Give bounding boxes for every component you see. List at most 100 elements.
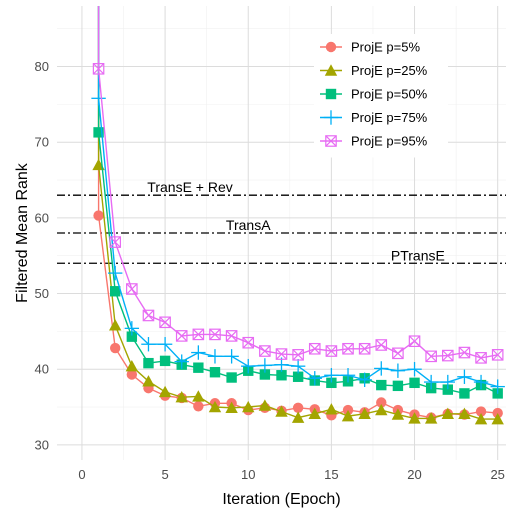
data-point [374,361,389,376]
data-point [325,403,338,415]
data-point [92,63,105,75]
data-point [290,358,306,374]
data-point [474,412,488,425]
data-point [491,349,504,361]
data-point [358,342,371,355]
data-point [375,339,388,351]
data-point [292,349,304,361]
data-point [458,407,471,420]
data-point [108,265,123,281]
data-point [275,405,288,417]
data-point [159,316,171,329]
legend-label: ProjE p=5% [351,40,420,55]
data-point [259,369,271,380]
data-point [191,345,206,360]
data-point [392,380,404,392]
data-point [142,309,155,322]
data-point [491,412,504,425]
data-point [193,401,204,412]
data-point [126,369,138,380]
legend-item: ProjE p=50% [320,87,428,102]
data-point [207,349,223,364]
data-point [241,358,256,374]
y-axis-title: Filtered Mean Rank [14,162,31,303]
data-point [425,350,437,363]
y-tick-label: 40 [35,362,49,377]
legend-key-marker [324,64,338,76]
data-point [441,349,454,362]
data-point [258,399,272,411]
data-point [276,370,287,381]
reference-lines: TransE + Rev TransA PTransE [57,179,506,264]
data-point [124,321,140,336]
data-point [226,372,237,383]
x-tick-label: 10 [241,467,255,482]
data-point [475,352,487,364]
axis-ticks: 0 5 10 15 20 25 30 40 50 60 70 80 [35,59,505,482]
data-point [441,407,454,420]
data-point [473,374,489,390]
data-point [440,374,455,390]
data-point [475,406,487,417]
data-point [408,335,421,348]
data-point [126,283,138,295]
data-point [209,367,221,378]
data-point [442,384,453,395]
data-point [424,412,438,424]
data-point [192,390,205,402]
legend-item: ProjE p=25% [320,63,428,78]
data-point [109,236,122,248]
data-point [259,345,271,357]
data-point [125,359,139,372]
y-tick-label: 30 [35,437,49,452]
data-point [159,355,171,367]
y-tick-label: 80 [35,59,49,74]
y-tick-label: 60 [35,210,49,225]
data-point [457,369,472,384]
data-point [143,357,154,369]
reference-line-label: TransE + Rev [147,179,232,195]
legend-key-marker [325,88,337,100]
y-tick-label: 70 [35,135,49,150]
data-point [157,337,173,352]
data-series [91,6,505,425]
data-point [325,345,338,357]
data-point [192,328,205,341]
data-point [376,397,387,408]
data-point [142,375,155,387]
data-point [292,371,304,382]
reference-line-label: PTransE [391,247,445,263]
legend-item: ProjE p=95% [320,134,428,149]
y-tick-label: 50 [35,286,49,301]
data-point [408,412,421,424]
data-point [407,362,422,377]
data-point [109,319,122,331]
data-point [93,210,104,221]
series-2 [92,6,504,425]
legend-label: ProjE p=25% [351,63,428,78]
legend-item: ProjE p=5% [320,40,420,55]
data-point [341,409,355,422]
data-point [324,368,339,383]
data-point [126,331,138,342]
data-point [423,374,439,390]
data-point [110,286,121,297]
reference-line-label: TransA [226,217,271,233]
data-point [358,407,371,420]
data-point [242,400,255,413]
data-point [308,342,321,355]
data-point [340,368,356,383]
legend-label: ProjE p=50% [351,87,428,102]
data-point [93,127,104,138]
data-point [208,400,222,413]
data-point [209,328,221,341]
legend-item: ProjE p=75% [320,110,428,125]
data-point [175,330,188,342]
x-tick-label: 20 [407,467,421,482]
data-point [158,385,172,398]
data-point [242,336,255,349]
data-point [409,377,420,389]
data-point [141,337,156,352]
data-point [307,371,322,386]
